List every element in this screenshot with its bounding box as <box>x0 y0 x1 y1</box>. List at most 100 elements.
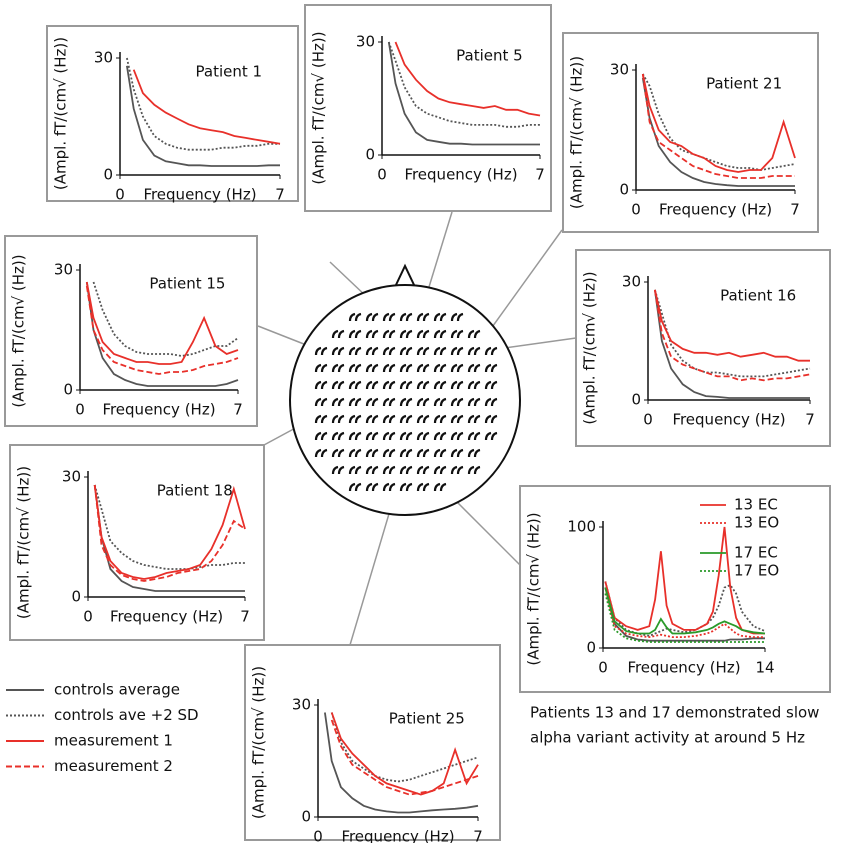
sensor <box>314 397 328 407</box>
sensor <box>399 448 413 458</box>
sensor <box>399 329 413 339</box>
y-tick-label: 0 <box>631 391 641 409</box>
legend-label: 13 EC <box>734 496 778 514</box>
sensor <box>416 448 430 458</box>
sensor <box>416 346 430 356</box>
sensor <box>399 363 413 373</box>
sensor <box>433 363 447 373</box>
x-tick-label: 0 <box>631 201 641 219</box>
sensor <box>484 414 498 424</box>
sensor <box>433 482 447 492</box>
y-tick-label: 0 <box>103 166 113 184</box>
sensor <box>450 380 464 390</box>
connector <box>329 261 369 299</box>
x-tick-label: 7 <box>535 166 545 184</box>
sensor <box>314 346 328 356</box>
y-tick-label: 30 <box>54 261 73 279</box>
series-line <box>324 712 479 814</box>
sensor <box>433 346 447 356</box>
x-tick-label: 0 <box>377 166 387 184</box>
sensor <box>467 397 481 407</box>
sensor <box>416 482 430 492</box>
sensor <box>433 312 447 322</box>
sensor <box>348 465 362 475</box>
y-tick-label: 0 <box>71 588 81 606</box>
x-axis-label: Frequency (Hz) <box>110 608 223 626</box>
series-line <box>126 57 280 151</box>
series-line <box>132 69 281 145</box>
sensor <box>348 482 362 492</box>
x-tick-label: 7 <box>805 411 815 429</box>
sensor <box>382 346 396 356</box>
sensor <box>331 431 345 441</box>
sensor <box>433 431 447 441</box>
sensor <box>365 465 379 475</box>
sensor <box>382 329 396 339</box>
sensor <box>467 363 481 373</box>
series-line <box>85 281 239 365</box>
series-line <box>641 77 795 187</box>
sensor <box>416 465 430 475</box>
head <box>289 263 521 516</box>
sensor <box>450 363 464 373</box>
sensor <box>450 414 464 424</box>
panel-box <box>4 235 258 427</box>
sensor <box>348 312 362 322</box>
series-line <box>604 587 765 639</box>
x-axis-label: Frequency (Hz) <box>143 186 256 204</box>
sensor <box>382 380 396 390</box>
sensor <box>382 312 396 322</box>
x-tick-label: 0 <box>83 608 93 626</box>
x-tick-label: 0 <box>75 401 85 419</box>
sensor <box>331 346 345 356</box>
sensor <box>467 346 481 356</box>
sensor <box>314 414 328 424</box>
sensor <box>382 482 396 492</box>
series-line <box>394 41 541 117</box>
x-tick-label: 7 <box>473 828 483 843</box>
connector <box>424 211 453 301</box>
sensor <box>467 380 481 390</box>
series-line <box>330 712 479 796</box>
series-line <box>330 712 479 783</box>
sensor <box>467 465 481 475</box>
x-tick-label: 7 <box>240 608 250 626</box>
chart-title: Patient 5 <box>456 47 523 65</box>
sensor <box>450 431 464 441</box>
sensor <box>433 448 447 458</box>
sensor <box>399 346 413 356</box>
series-line <box>330 719 479 796</box>
sensor <box>399 397 413 407</box>
sensor <box>399 414 413 424</box>
y-tick-label: 30 <box>610 61 629 79</box>
panel-box <box>562 32 819 233</box>
x-axis-label: Frequency (Hz) <box>672 411 785 429</box>
sensor <box>365 431 379 441</box>
chart-title: Patient 18 <box>157 482 233 500</box>
panel-box <box>575 249 831 447</box>
sensor <box>365 397 379 407</box>
series-line <box>641 73 795 179</box>
sensor <box>331 329 345 339</box>
series-line <box>387 41 540 146</box>
series-line <box>85 281 239 387</box>
sensor <box>467 448 481 458</box>
y-tick-label: 30 <box>94 49 113 67</box>
series-line <box>654 289 811 382</box>
sensor <box>348 414 362 424</box>
series-line <box>604 587 765 642</box>
panel-box <box>244 644 501 841</box>
y-tick-label: 0 <box>586 639 596 657</box>
y-tick-label: 30 <box>292 696 311 714</box>
sensor <box>484 346 498 356</box>
x-tick-label: 0 <box>643 411 653 429</box>
sensor <box>450 397 464 407</box>
chart-title: Patient 25 <box>389 710 465 728</box>
y-tick-label: 0 <box>301 808 311 826</box>
sensor <box>382 414 396 424</box>
chart-title: Patient 16 <box>720 287 796 305</box>
sensor <box>467 414 481 424</box>
legend-label: measurement 2 <box>54 757 173 775</box>
sensor <box>433 380 447 390</box>
sensor <box>399 431 413 441</box>
